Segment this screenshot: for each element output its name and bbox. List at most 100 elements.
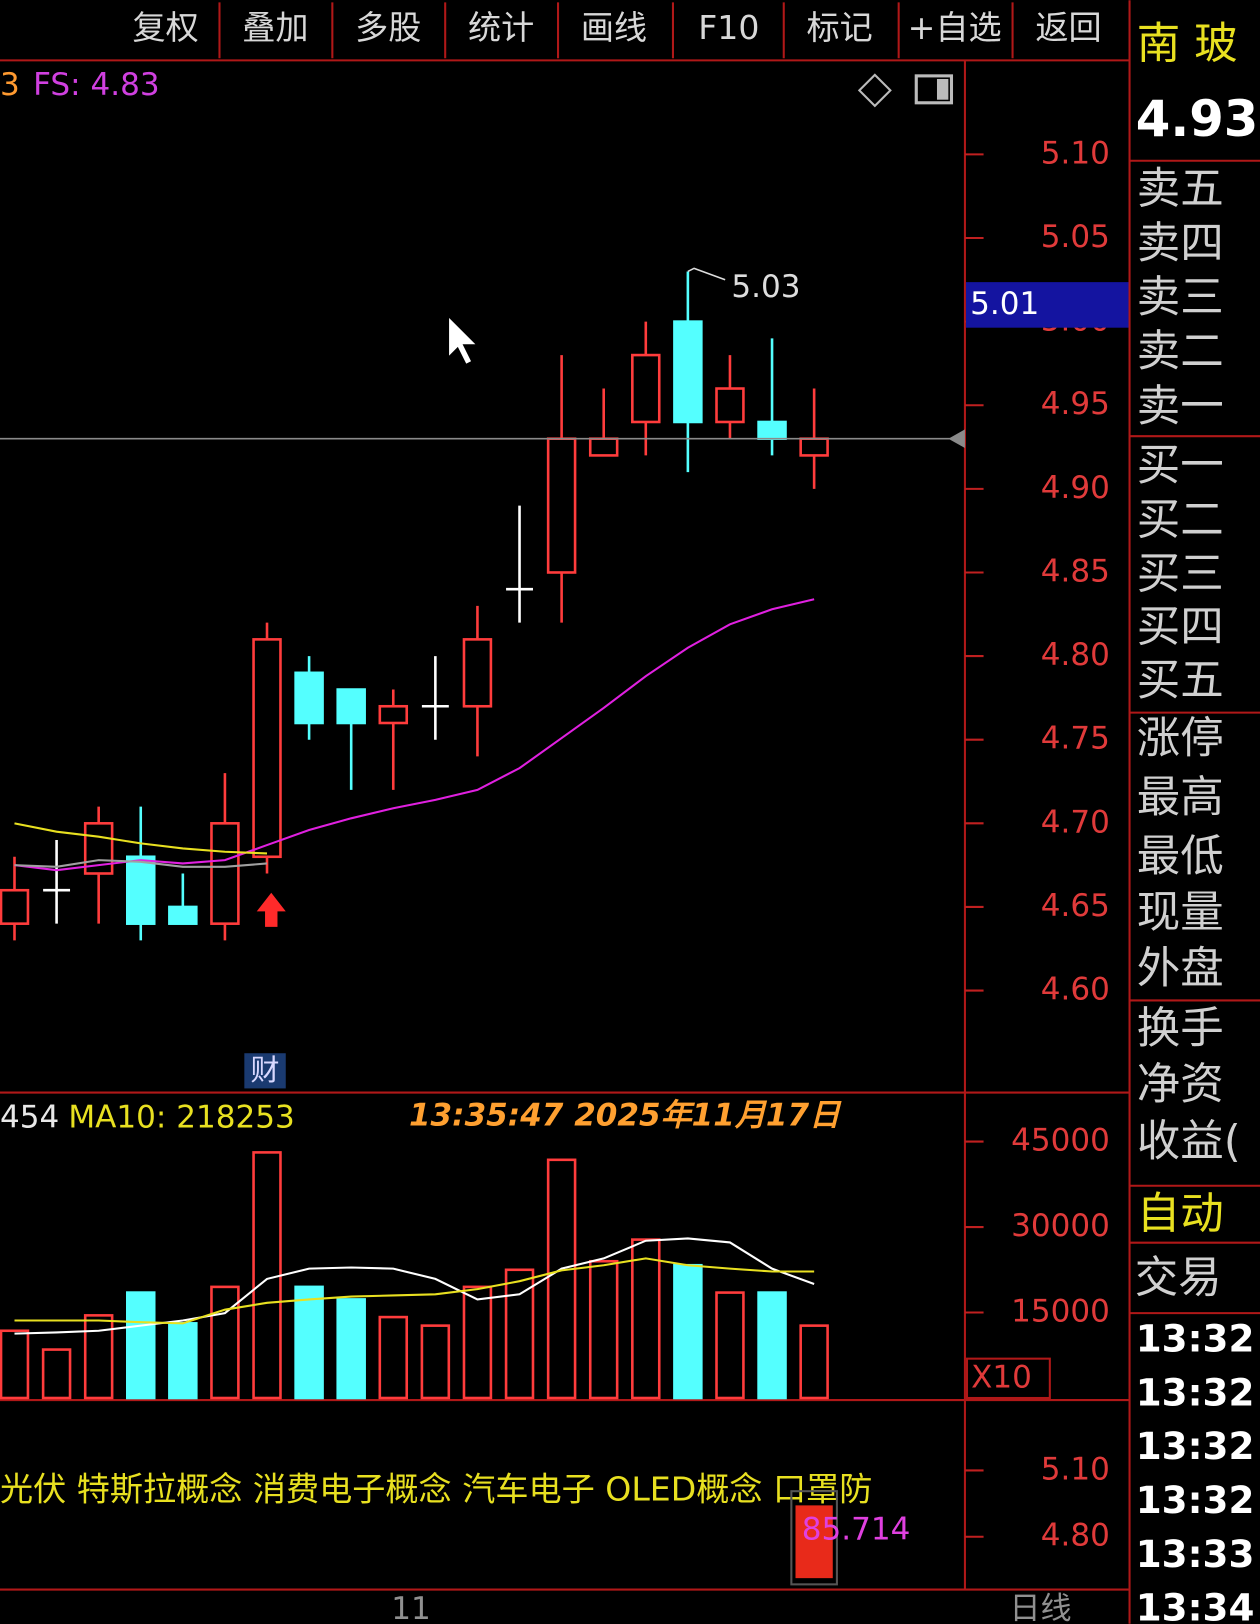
cursor-price: 5.01 [970,286,1039,322]
volume-bar [168,1322,198,1400]
toolbar-button[interactable]: 画线 [581,8,647,47]
high-label: 5.03 [731,269,800,305]
quote-label: 净资 [1137,1060,1224,1110]
volume-bar [210,1285,240,1400]
volume-bar [336,1298,366,1400]
candle-body [336,688,366,725]
cursor-price-box [965,282,1129,328]
ma-line [14,598,815,872]
y-tick-label: 4.85 [1041,553,1110,589]
y-tick-label: 15000 [1011,1294,1110,1330]
quote-label: 卖四 [1137,219,1224,269]
quote-label: 最高 [1137,773,1224,823]
toolbar-button[interactable]: 多股 [355,8,421,47]
volume-bar [673,1263,703,1400]
trade-time: 13:33 [1136,1532,1255,1576]
volume-bar [504,1268,535,1400]
candle-body [125,855,156,925]
y-tick-label: 4.80 [1041,637,1110,673]
candle-body [715,387,745,424]
candle-body [546,437,577,574]
candle-body [168,905,198,925]
panel-icon-fill [936,78,949,100]
candle-body [378,704,409,725]
trade-time: 13:34 [1136,1586,1255,1624]
y-tick-label: 4.95 [1041,386,1110,422]
y-tick-label: 4.65 [1041,888,1110,924]
unit-box [965,1357,1051,1400]
volume-bar [41,1348,72,1400]
indicator-text: FS: 4.83 [33,67,159,103]
event-label[interactable]: 财 [251,1053,280,1087]
toolbar-button[interactable]: 标记 [807,8,873,47]
trade-time: 13:32 [1136,1424,1255,1468]
auto-label: 自动 [1137,1189,1224,1239]
volume-bar [799,1324,829,1400]
y-tick-label: 4.70 [1041,804,1110,840]
y-tick-label: 30000 [1011,1208,1110,1244]
volume-bar [420,1324,451,1400]
volume-bar [378,1315,409,1400]
y-tick-label: 4.60 [1041,972,1110,1008]
quote-label: 卖二 [1137,327,1224,377]
mouse-cursor [447,314,480,366]
toolbar-button[interactable]: +自选 [908,8,1002,47]
toolbar-button[interactable]: F10 [698,8,759,47]
ma-line [14,822,268,855]
candle-body [673,320,703,424]
quote-label: 卖五 [1137,164,1224,214]
quote-label: 卖一 [1137,382,1224,432]
y-tick-label: 4.80 [1041,1518,1110,1554]
indicator-prefix: 3 [0,67,20,103]
event-badge[interactable] [244,1053,286,1089]
candle-body [631,353,661,424]
candle-body [757,420,787,440]
volume-bar [0,1329,30,1400]
trade-time: 13:32 [1136,1317,1255,1361]
high-marker [687,267,726,281]
period[interactable]: 日线 [1009,1591,1071,1624]
quote-label: 换手 [1137,1004,1224,1054]
quote-label: 买三 [1137,549,1224,599]
candle-body [462,638,493,708]
volume-bar [83,1314,114,1400]
volume-bar [631,1238,661,1400]
candle-body [210,822,240,925]
toolbar-button[interactable]: 叠加 [242,8,308,47]
volume-bar [125,1291,156,1400]
volume-bar [757,1291,787,1400]
y-tick-label: 4.90 [1041,470,1110,506]
ma-line [14,1237,815,1335]
y-tick-label: 45000 [1011,1123,1110,1159]
quote-label: 外盘 [1137,944,1224,994]
toolbar-button[interactable]: 返回 [1035,8,1101,47]
ma-line [14,859,268,868]
score-bar [795,1505,833,1579]
toolbar-button[interactable]: 统计 [468,8,534,47]
quote-label: 买一 [1137,441,1224,491]
volume-bar [546,1158,577,1400]
volume-bar [588,1259,619,1400]
quote-label: 最低 [1137,832,1224,882]
concepts: 光伏 特斯拉概念 消费电子概念 汽车电子 OLED概念 口罩防 [0,1470,872,1509]
x-tick-label: 11 [391,1591,431,1624]
stock-price: 4.93 [1136,90,1259,148]
panel-icon[interactable] [914,74,954,105]
buy-arrow [256,892,286,927]
ma-line [14,1257,815,1325]
volume-bar [294,1285,324,1400]
y-tick-label: 5.10 [1041,135,1110,171]
stock-name: 南 玻 [1137,19,1238,69]
volume-legend-ma: MA10: 218253 [68,1099,294,1135]
trade-time: 13:32 [1136,1478,1255,1522]
toolbar-button[interactable]: 复权 [133,8,199,47]
score-label: 85.714 [802,1512,911,1548]
candle-body [588,437,619,457]
y-tick-label: 5.10 [1041,1451,1110,1487]
diamond-icon[interactable] [857,73,892,108]
quote-label: 涨停 [1137,714,1224,764]
quote-label: 买四 [1137,602,1224,652]
